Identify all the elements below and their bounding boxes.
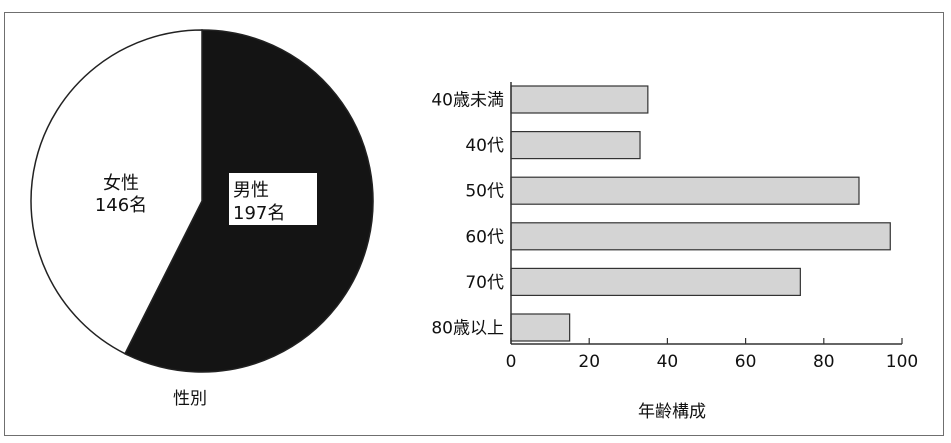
pie-label-male-line2: 197名 (233, 203, 285, 224)
category-label-1: 40代 (465, 136, 504, 156)
pie-label-female-box (78, 167, 166, 216)
pie-label-female: 女性 146名 (78, 167, 166, 216)
category-label-0: 40歳未満 (431, 91, 504, 111)
bar-0 (510, 85, 649, 114)
bar-2 (510, 176, 860, 205)
x-tick-label-1: 20 (578, 352, 600, 372)
category-label-5: 80歳以上 (431, 319, 504, 339)
x-tick-label-5: 100 (886, 352, 918, 372)
x-tick-label-0: 0 (506, 352, 517, 372)
category-label-3: 60代 (465, 227, 504, 247)
pie-label-male: 男性 197名 (229, 173, 317, 225)
pie-label-female-line2: 146名 (95, 195, 147, 216)
x-tick-label-2: 40 (657, 352, 679, 372)
bar-title: 年齢構成 (638, 402, 706, 422)
pie-label-female-line1: 女性 (103, 173, 139, 194)
bar-1 (510, 131, 641, 160)
pie-label-male-line1: 男性 (233, 180, 269, 201)
x-tick-label-3: 60 (735, 352, 757, 372)
bar-3 (510, 222, 891, 251)
bar-4 (510, 267, 801, 296)
figure-frame (4, 12, 944, 436)
category-label-2: 50代 (465, 182, 504, 202)
pie-label-male-box (229, 173, 317, 225)
bar-category-labels: 40歳未満 40代 50代 60代 70代 80歳以上 (431, 91, 504, 339)
category-label-4: 70代 (465, 273, 504, 293)
bar-5 (510, 313, 571, 342)
x-tick-label-4: 80 (813, 352, 835, 372)
x-axis-ticks: 0 20 40 60 80 100 (506, 338, 918, 372)
bars (510, 85, 891, 342)
pie-title: 性別 (173, 389, 207, 409)
